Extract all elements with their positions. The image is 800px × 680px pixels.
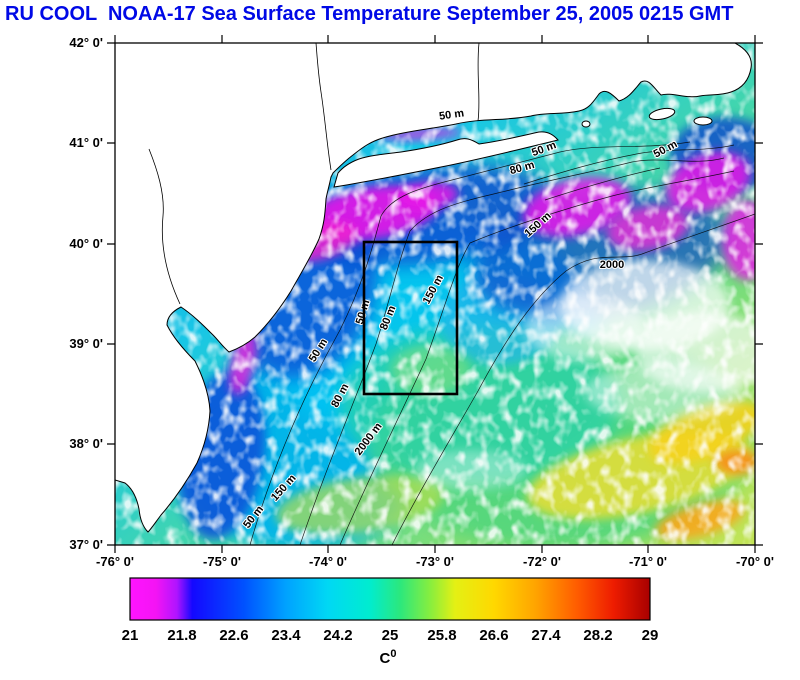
colorbar-tick-label: 21 [122, 627, 139, 644]
long-island-coastline [333, 131, 559, 188]
depth-contour-line [523, 144, 735, 185]
colorbar-tick-label: 28.2 [583, 627, 612, 644]
colorbar-unit-label: C0 [380, 648, 397, 667]
colorbar-tick-label: 22.6 [219, 627, 248, 644]
lat-tick-label: 40° 0' [69, 236, 103, 251]
contour-label: 50 m [438, 107, 465, 122]
depth-contours [249, 113, 755, 545]
mainland-coastline [115, 43, 752, 533]
delaware-river [148, 148, 181, 305]
depth-contour-line [339, 170, 735, 545]
lon-tick-label: -72° 0' [523, 554, 561, 569]
longitude-axis-labels: -76° 0' -75° 0' -74° 0' -73° 0' -72° 0' … [96, 554, 774, 569]
depth-contour-line [544, 167, 661, 201]
colorbar-tick-label: 26.6 [479, 627, 508, 644]
study-area-box [362, 240, 459, 396]
latitude-axis-labels: 42° 0' 41° 0' 40° 0' 39° 0' 38° 0' 37° 0… [69, 35, 103, 552]
axis-tick-marks [107, 35, 763, 553]
colorbar-tick-label: 25 [382, 627, 399, 644]
lon-tick-label: -73° 0' [416, 554, 454, 569]
block-island [581, 120, 591, 128]
colorbar-unit: C [380, 650, 391, 667]
lon-tick-label: -70° 0' [736, 554, 774, 569]
lat-tick-label: 41° 0' [69, 135, 103, 150]
colorbar-tick-label: 24.2 [323, 627, 352, 644]
lon-tick-label: -75° 0' [203, 554, 241, 569]
colorbar-tick-labels: 21 21.8 22.6 23.4 24.2 25 25.8 26.6 27.4… [122, 627, 659, 644]
lon-tick-label: -74° 0' [309, 554, 347, 569]
colorbar: 21 21.8 22.6 23.4 24.2 25 25.8 26.6 27.4… [122, 577, 659, 667]
connecticut-river [477, 43, 480, 122]
colorbar-tick-label: 27.4 [531, 627, 561, 644]
figure-title: RU COOL NOAA-17 Sea Surface Temperature … [5, 3, 733, 25]
contour-label: 2000 [600, 259, 624, 271]
map-plot: 50 m 50 m 80 m 2000 150 m 150 m 80 m 50 … [69, 35, 774, 569]
lat-tick-label: 42° 0' [69, 35, 103, 50]
colorbar-tick-label: 23.4 [271, 627, 301, 644]
marthas-vineyard-island [648, 107, 676, 121]
nantucket-island [693, 116, 713, 126]
colorbar-tick-label: 29 [642, 627, 659, 644]
colorbar-gradient [129, 577, 651, 621]
hudson-river [315, 43, 332, 171]
colorbar-tick-label: 25.8 [427, 627, 456, 644]
lon-tick-label: -76° 0' [96, 554, 134, 569]
lat-tick-label: 38° 0' [69, 436, 103, 451]
depth-contour-line [391, 213, 755, 545]
depth-contour-line [299, 157, 725, 545]
lat-tick-label: 39° 0' [69, 336, 103, 351]
lon-tick-label: -71° 0' [629, 554, 667, 569]
lat-tick-label: 37° 0' [69, 537, 103, 552]
depth-contour-line [249, 141, 691, 545]
colorbar-tick-label: 21.8 [167, 627, 196, 644]
colorbar-unit-exponent: 0 [390, 648, 396, 660]
